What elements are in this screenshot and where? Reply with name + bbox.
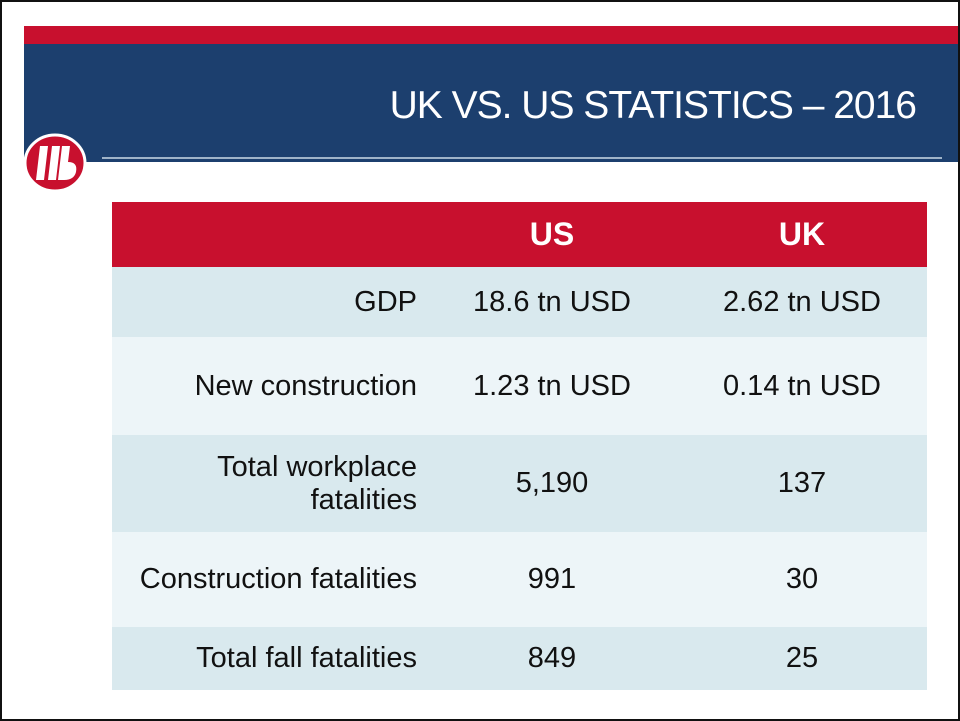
- table-row: Construction fatalities 991 30: [112, 532, 927, 627]
- cell-value: 1.23 tn USD: [427, 337, 677, 435]
- cell-value: 2.62 tn USD: [677, 267, 927, 337]
- table-row: Total workplace fatalities 5,190 137: [112, 435, 927, 532]
- row-label: Construction fatalities: [112, 532, 427, 627]
- slide-title: UK VS. US STATISTICS – 2016: [389, 84, 917, 127]
- rule: [102, 157, 942, 159]
- header-row: US UK: [112, 202, 927, 267]
- cell-value: 18.6 tn USD: [427, 267, 677, 337]
- header-cell: UK: [677, 202, 927, 267]
- table-row: New construction 1.23 tn USD 0.14 tn USD: [112, 337, 927, 435]
- cell-value: 0.14 tn USD: [677, 337, 927, 435]
- row-label: New construction: [112, 337, 427, 435]
- row-label: Total fall fatalities: [112, 627, 427, 690]
- red-band: [24, 26, 958, 44]
- table-row: GDP 18.6 tn USD 2.62 tn USD: [112, 267, 927, 337]
- stats-table: US UK GDP 18.6 tn USD 2.62 tn USD New const…: [112, 202, 927, 690]
- cell-value: 25: [677, 627, 927, 690]
- header-cell: US: [427, 202, 677, 267]
- cell-value: 991: [427, 532, 677, 627]
- blue-band: [24, 44, 958, 162]
- logo: [23, 133, 87, 193]
- cell-value: 137: [677, 435, 927, 532]
- row-label: Total workplace fatalities: [112, 435, 427, 532]
- cell-value: 5,190: [427, 435, 677, 532]
- row-label: GDP: [112, 267, 427, 337]
- cell-value: 30: [677, 532, 927, 627]
- header-cell: [112, 202, 427, 267]
- table-row: Total fall fatalities 849 25: [112, 627, 927, 690]
- cell-value: 849: [427, 627, 677, 690]
